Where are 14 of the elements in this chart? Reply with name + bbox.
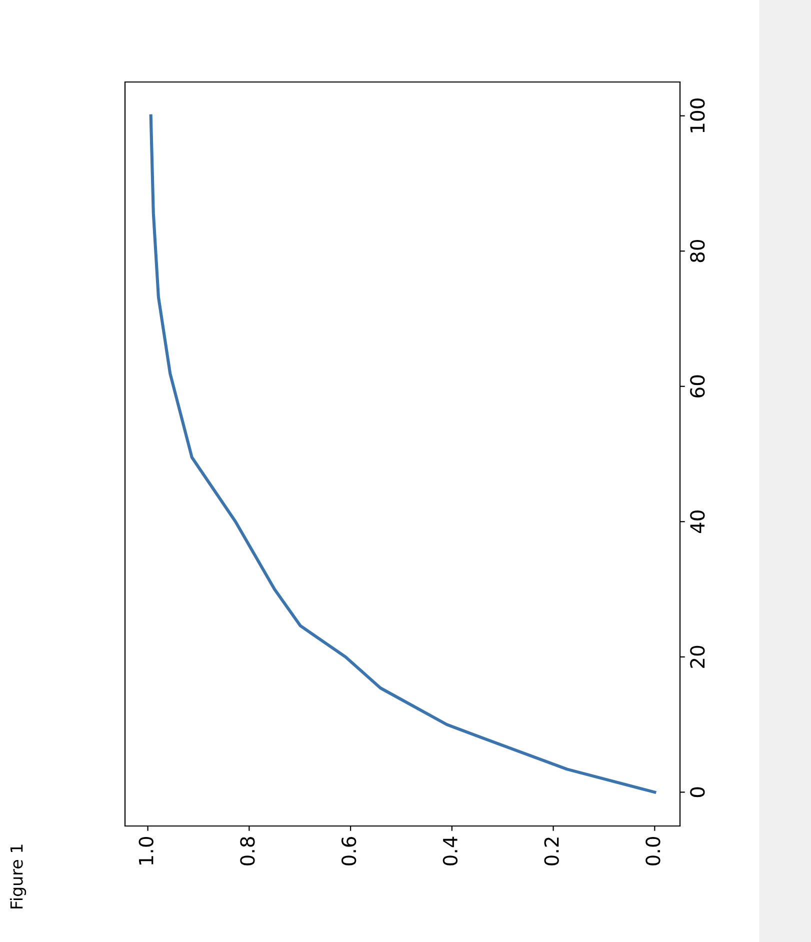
y-tick-label: 60 [690,375,705,398]
caption: Figure 1 [10,844,26,908]
y-tick-label: 0 [690,787,705,798]
x-tick-label: 0.0 [646,837,660,866]
x-tick-label: 0.8 [240,837,255,866]
y-tick-label: 40 [690,510,705,534]
y-tick-label: 80 [690,240,705,262]
x-tick-label: 1.0 [138,837,154,865]
x-tick-label: 0.2 [544,838,559,866]
x-tick-label: 0.4 [442,836,458,866]
y-tick-label: 20 [690,646,705,668]
y-tick-label: 100 [690,98,705,132]
line-series [149,114,656,794]
x-tick-label: 0.6 [341,836,356,866]
